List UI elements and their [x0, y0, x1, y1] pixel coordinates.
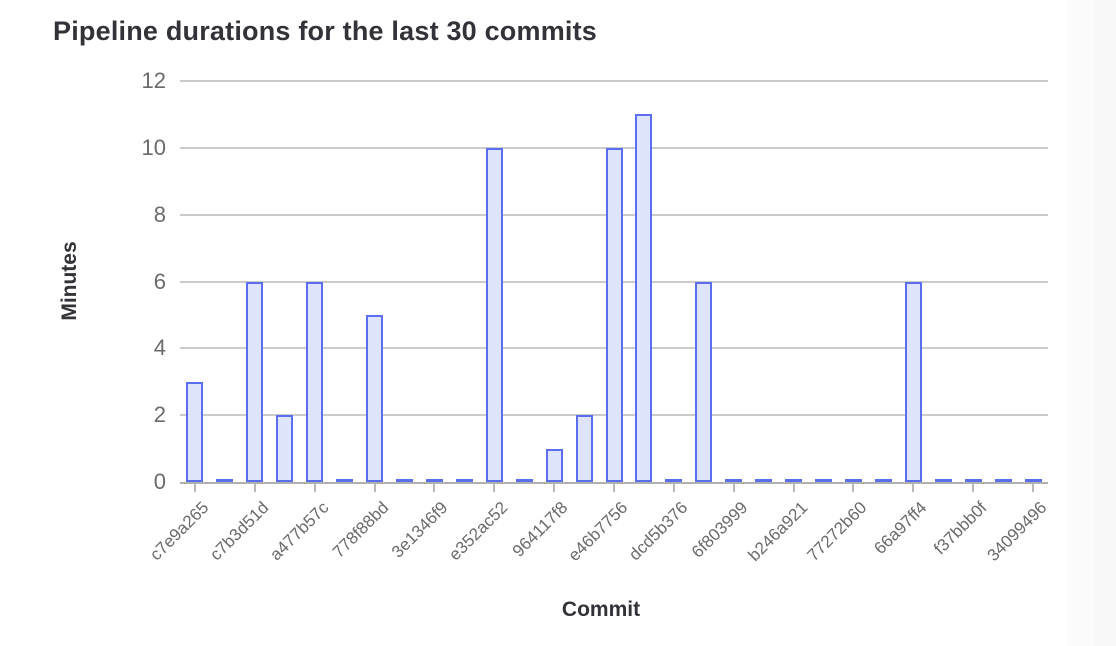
page-background-strip [1067, 0, 1116, 646]
x-axis-label: a477b57c [265, 498, 333, 565]
zero-bar[interactable] [844, 479, 862, 482]
x-axis-tick [493, 484, 496, 492]
zero-bar[interactable] [785, 479, 803, 482]
bar[interactable] [276, 415, 294, 482]
y-axis-tick-label: 6 [153, 268, 166, 294]
x-axis-label: c7b3d51d [206, 498, 273, 565]
zero-bar[interactable] [395, 479, 413, 482]
x-axis-tick [672, 484, 675, 492]
x-axis-label: f37bbb0f [930, 498, 991, 559]
y-axis-tick-label: 10 [141, 134, 166, 160]
zero-bar[interactable] [336, 479, 354, 482]
x-axis-tick [553, 484, 556, 492]
zero-bar[interactable] [934, 479, 952, 482]
x-axis-tick [972, 484, 975, 492]
zero-bar[interactable] [425, 479, 443, 482]
x-axis-line [180, 482, 1048, 484]
bar[interactable] [485, 147, 503, 482]
x-axis-tick [792, 484, 795, 492]
y-axis-tick-label: 8 [153, 201, 166, 227]
x-axis-tick [912, 484, 915, 492]
x-axis-label: 66a97ff4 [870, 498, 931, 559]
bar[interactable] [366, 314, 384, 482]
x-axis-tick [373, 484, 376, 492]
zero-bar[interactable] [1024, 479, 1042, 482]
zero-bar[interactable] [874, 479, 892, 482]
x-axis-tick [253, 484, 256, 492]
x-axis-label: 778f88bd [328, 498, 392, 562]
bar[interactable] [635, 114, 653, 482]
zero-bar[interactable] [665, 479, 683, 482]
bar[interactable] [575, 415, 593, 482]
y-axis-tick-label: 2 [153, 402, 166, 428]
zero-bar[interactable] [725, 479, 743, 482]
bar[interactable] [186, 381, 204, 482]
bar[interactable] [306, 281, 324, 482]
zero-bar[interactable] [815, 479, 833, 482]
x-axis-tick [852, 484, 855, 492]
bar[interactable] [605, 147, 623, 482]
bar[interactable] [904, 281, 922, 482]
bar[interactable] [545, 448, 563, 482]
bar[interactable] [246, 281, 264, 482]
zero-bar[interactable] [755, 479, 773, 482]
y-axis-tick-label: 4 [153, 335, 166, 361]
y-axis-tick-label: 0 [153, 469, 166, 494]
zero-bar[interactable] [455, 479, 473, 482]
x-axis-tick [613, 484, 615, 492]
y-axis-tick-label: 12 [141, 68, 166, 93]
x-axis-tick [193, 484, 196, 492]
x-axis-title: Commit [561, 598, 641, 621]
zero-bar[interactable] [216, 479, 234, 482]
x-axis-label: 34099496 [983, 498, 1051, 565]
x-axis-tick [313, 484, 316, 492]
x-axis-label: 77272b60 [803, 498, 871, 565]
gridline-y-12 [180, 80, 1048, 82]
zero-bar[interactable] [994, 479, 1012, 482]
x-axis-tick [1032, 484, 1035, 492]
bar[interactable] [695, 281, 713, 482]
chart-title: Pipeline durations for the last 30 commi… [53, 16, 598, 46]
x-axis-label: c7e9a265 [146, 498, 213, 565]
x-axis-tick [732, 484, 735, 492]
zero-bar[interactable] [964, 479, 982, 482]
zero-bar[interactable] [515, 479, 533, 482]
x-axis-tick [433, 484, 436, 492]
